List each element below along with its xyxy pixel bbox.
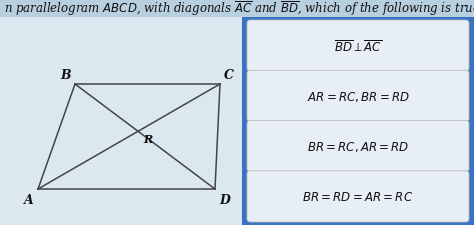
Text: $BR = RD = AR = RC$: $BR = RD = AR = RC$ bbox=[302, 190, 414, 203]
Text: $BR = RC, AR = RD$: $BR = RC, AR = RD$ bbox=[307, 140, 409, 153]
Text: $AR = RC, BR = RD$: $AR = RC, BR = RD$ bbox=[307, 90, 410, 104]
FancyBboxPatch shape bbox=[247, 121, 469, 172]
Text: B: B bbox=[60, 69, 71, 82]
FancyBboxPatch shape bbox=[247, 171, 469, 222]
Bar bbox=[0, 18, 242, 225]
Text: n parallelogram $ABCD$, with diagonals $\overline{AC}$ and $\overline{BD}$, whic: n parallelogram $ABCD$, with diagonals $… bbox=[4, 0, 474, 18]
Text: R: R bbox=[143, 134, 152, 145]
Text: A: A bbox=[24, 193, 34, 206]
FancyBboxPatch shape bbox=[247, 21, 469, 72]
Text: $\overline{BD} \perp \overline{AC}$: $\overline{BD} \perp \overline{AC}$ bbox=[334, 38, 382, 54]
FancyBboxPatch shape bbox=[247, 71, 469, 122]
Text: D: D bbox=[219, 193, 230, 206]
Bar bbox=[0, 0, 474, 18]
Bar bbox=[242, 18, 474, 225]
Text: C: C bbox=[224, 69, 234, 82]
